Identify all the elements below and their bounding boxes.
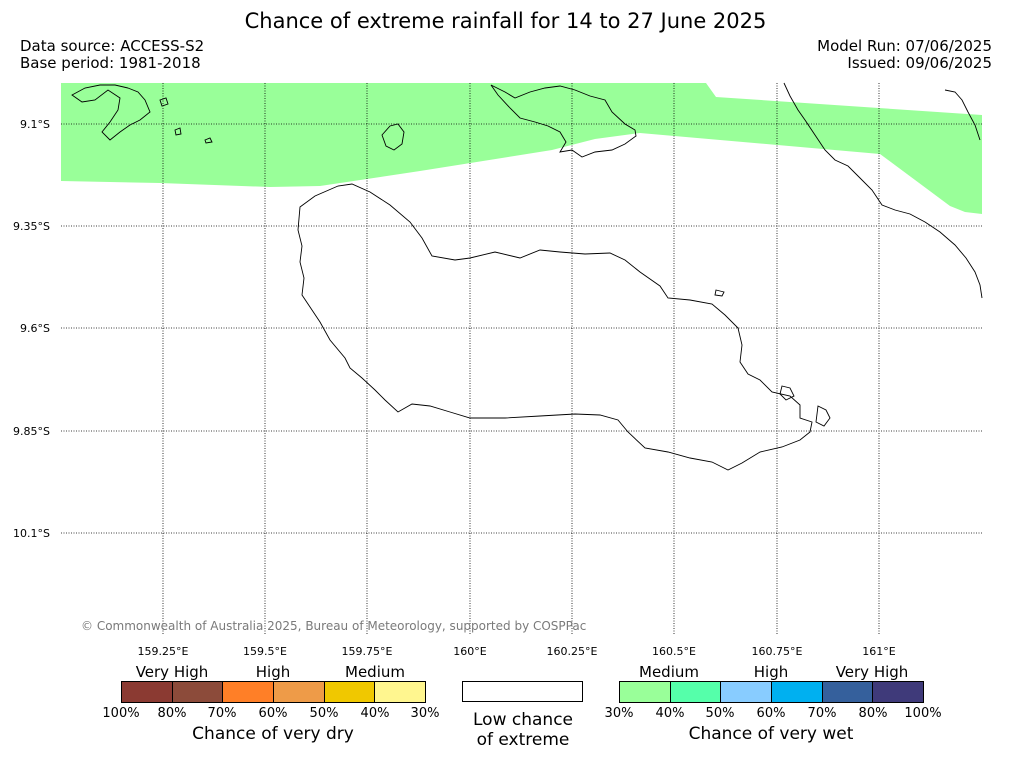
wet-color-swatch: [720, 681, 772, 703]
dry-color-swatch: [222, 681, 274, 703]
small-island-outline: [815, 405, 831, 427]
latitude-label: 9.6°S: [20, 322, 50, 335]
wet-percent-label: 40%: [655, 706, 685, 721]
wet-category-label: High: [753, 663, 789, 681]
longitude-label: 160.25°E: [546, 645, 598, 658]
dry-color-swatch: [374, 681, 426, 703]
wet-color-swatch: [771, 681, 823, 703]
wet-color-swatch: [872, 681, 924, 703]
dry-color-swatch: [121, 681, 173, 703]
wet-colorbar-title: Chance of very wet: [688, 724, 854, 744]
wet-percent-label: 60%: [756, 706, 786, 721]
copyright-text: © Commonwealth of Australia 2025, Bureau…: [81, 619, 587, 633]
small-island-outline: [204, 137, 213, 144]
dry-colorbar-title: Chance of very dry: [192, 724, 354, 744]
dry-percent-label: 80%: [157, 706, 187, 721]
wet-medium-region: [61, 83, 982, 214]
dry-percent-label: 100%: [102, 706, 140, 721]
dry-category-label: High: [255, 663, 291, 681]
small-island-outline: [944, 89, 981, 141]
longitude-label: 160.75°E: [751, 645, 803, 658]
wet-color-swatch: [619, 681, 671, 703]
wet-percent-label: 70%: [807, 706, 837, 721]
metadata-right: Model Run: 07/06/2025 Issued: 09/06/2025: [817, 38, 992, 72]
small-island-outline: [779, 385, 795, 401]
map-title: Chance of extreme rainfall for 14 to 27 …: [244, 9, 767, 33]
base-period-text: Base period: 1981-2018: [20, 54, 201, 72]
dry-percent-label: 70%: [207, 706, 237, 721]
latitude-label: 9.85°S: [13, 425, 50, 438]
dry-color-swatch: [323, 681, 376, 703]
wet-category-label: Medium: [639, 663, 699, 681]
metadata-left: Data source: ACCESS-S2 Base period: 1981…: [20, 38, 204, 72]
longitude-label: 160°E: [453, 645, 487, 658]
low-chance-label: Low chance of extreme: [473, 710, 573, 750]
model-run-text: Model Run: 07/06/2025: [817, 37, 992, 55]
graticule: [61, 83, 982, 635]
coastline: [71, 82, 983, 471]
data-source-text: Data source: ACCESS-S2: [20, 37, 205, 55]
guadalcanal-island-outline: [297, 183, 813, 471]
latitude-label: 10.1°S: [13, 527, 50, 540]
wet-category-label: Very High: [835, 663, 909, 681]
longitude-label: 161°E: [862, 645, 896, 658]
issued-text: Issued: 09/06/2025: [847, 54, 992, 72]
malaita-island-outline: [783, 82, 983, 299]
dry-percent-label: 50%: [309, 706, 339, 721]
small-island-outline: [714, 289, 725, 297]
wet-color-swatch: [821, 681, 874, 703]
small-island-outline: [159, 97, 169, 107]
small-island-outline: [381, 123, 405, 151]
longitude-label: 159.5°E: [243, 645, 287, 658]
wet-color-swatch: [669, 681, 722, 703]
dry-percent-label: 60%: [258, 706, 288, 721]
longitude-label: 159.25°E: [137, 645, 189, 658]
longitude-label: 159.75°E: [341, 645, 393, 658]
russell-islands-outline: [71, 84, 151, 141]
wet-percent-label: 50%: [705, 706, 735, 721]
latitude-label: 9.1°S: [20, 118, 50, 131]
longitude-label: 160.5°E: [652, 645, 696, 658]
dry-category-label: Very High: [135, 663, 209, 681]
small-island-outline: [174, 127, 182, 136]
dry-percent-label: 40%: [360, 706, 390, 721]
dry-color-swatch: [273, 681, 325, 703]
wet-percent-label: 80%: [858, 706, 888, 721]
latitude-label: 9.35°S: [13, 220, 50, 233]
wet-percent-label: 30%: [604, 706, 634, 721]
dry-category-label: Medium: [345, 663, 405, 681]
wet-percent-label: 100%: [904, 706, 942, 721]
dry-percent-label: 30%: [410, 706, 440, 721]
low-chance-swatch: [462, 681, 583, 702]
nggela-island-outline: [490, 84, 637, 158]
dry-color-swatch: [171, 681, 224, 703]
